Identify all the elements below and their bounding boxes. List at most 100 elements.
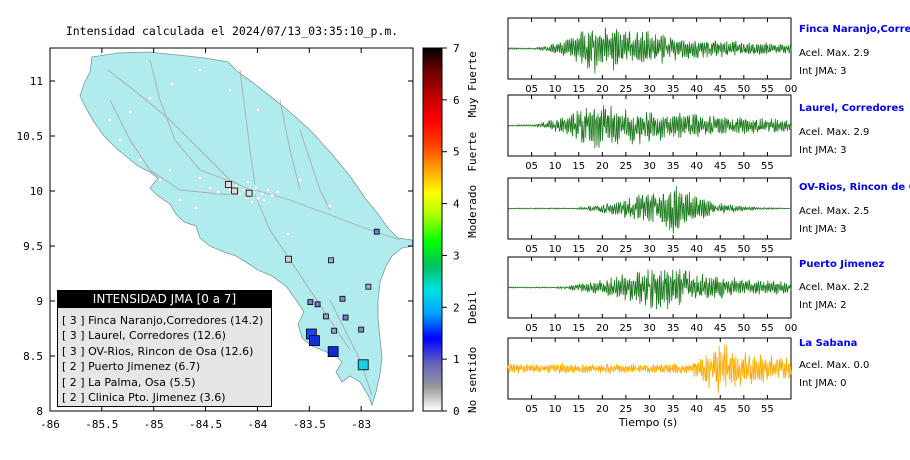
intensity-point — [231, 187, 239, 195]
intensity-point — [309, 335, 320, 347]
station-acel: Acel. Max. 2.9 — [799, 48, 870, 59]
waveform-tick-label: 40 — [690, 323, 703, 334]
map-x-tick-label: -85.5 — [85, 418, 118, 431]
map-x-tick-label: -86 — [40, 418, 60, 431]
station-acel: Acel. Max. 0.0 — [799, 360, 870, 371]
waveform-tick-label: 10 — [549, 323, 562, 334]
city-marker — [242, 188, 246, 192]
waveform-tick-label: 45 — [714, 323, 727, 334]
colorbar-tick-label: 2 — [453, 301, 460, 314]
city-marker — [108, 118, 112, 122]
waveform-tick-label: 20 — [596, 323, 609, 334]
city-marker — [286, 232, 290, 236]
intensity-point — [314, 301, 321, 308]
city-marker — [256, 108, 260, 112]
waveform-tick-label: 45 — [714, 84, 727, 95]
colorbar-tick-label: 6 — [453, 94, 460, 107]
waveform-tick-label: 35 — [667, 161, 680, 172]
waveform-tick-label: 10 — [549, 404, 562, 415]
waveform-panel: 05 10 15 20 25 30 35 40 45 50 55 00 — [507, 17, 798, 95]
colorbar-tick-label: 0 — [453, 405, 460, 418]
city-marker — [260, 192, 264, 196]
map-x-axis: -86 -85.5 -85 -84.5 -84 -83.5 -83 — [40, 48, 371, 431]
waveform-tick-label: 25 — [620, 84, 633, 95]
waveform-tick-label: 35 — [667, 404, 680, 415]
road-1 — [107, 69, 251, 191]
city-marker — [238, 192, 242, 196]
waveform-tick-label: 50 — [737, 244, 750, 255]
waveform-tick-label: 15 — [572, 323, 585, 334]
map-y-tick-label: 9.5 — [23, 240, 43, 253]
map-x-tick-label: -83 — [351, 418, 371, 431]
colorbar-category-label: Moderado — [466, 185, 479, 238]
map-roads — [107, 59, 401, 396]
city-marker — [228, 188, 232, 192]
waveform-tick-label: 50 — [737, 404, 750, 415]
station-name: OV-Rios, Rincon de Osa — [799, 182, 910, 193]
waveform-tick-label: 40 — [690, 84, 703, 95]
map-y-tick-label: 8 — [36, 405, 43, 418]
waveform-tick-label: 05 — [525, 161, 538, 172]
road-2 — [149, 59, 241, 186]
waveform-tick-label: 10 — [549, 244, 562, 255]
intensity-point — [285, 255, 292, 263]
city-marker — [198, 68, 202, 72]
legend-list: [ 3 ] Finca Naranjo,Corredores (14.2) [ … — [62, 313, 263, 405]
waveform-tick-label: 55 — [761, 84, 774, 95]
colorbar-ticks: 0 1 2 3 4 5 6 7 — [442, 42, 460, 418]
waveform-tick-label: 15 — [572, 161, 585, 172]
legend-item: [ 3 ] Finca Naranjo,Corredores (14.2) — [62, 314, 264, 327]
waveform-tick-label: 05 — [525, 244, 538, 255]
city-marker — [138, 158, 142, 162]
colorbar-category-label: Fuerte — [466, 132, 479, 172]
waveform-tick-label: 05 — [525, 323, 538, 334]
road-6 — [109, 99, 231, 196]
city-marker — [194, 206, 198, 210]
map-legend — [57, 290, 272, 407]
waveform-tick-label: 15 — [572, 244, 585, 255]
waveform-tick-label: 55 — [761, 244, 774, 255]
waveform-tick-label: 25 — [620, 404, 633, 415]
city-marker — [148, 96, 152, 100]
waveform-tick-label: 05 — [525, 404, 538, 415]
waveform-tick-label: 50 — [737, 161, 750, 172]
city-marker — [250, 200, 254, 204]
intensity-point — [365, 283, 372, 290]
waveform-tick-label: 55 — [761, 161, 774, 172]
waveform-trace — [508, 185, 792, 234]
city-marker — [216, 190, 220, 194]
waveform-tick-label: 00 — [785, 84, 798, 95]
city-marker — [328, 204, 332, 208]
waveform-tick-label: 10 — [549, 161, 562, 172]
waveform-tick-label: 45 — [714, 161, 727, 172]
legend-title: INTENSIDAD JMA [0 a 7] — [57, 290, 272, 308]
map-frame — [49, 47, 414, 412]
waveform-tick-label: 05 — [525, 84, 538, 95]
legend-item: [ 3 ] Laurel, Corredores (12.6) — [62, 329, 226, 343]
waveform-tick-label: 35 — [667, 84, 680, 95]
colorbar-category-label: No sentido — [466, 347, 479, 413]
legend-item: [ 3 ] OV-Rios, Rincon de Osa (12.6) — [62, 344, 254, 358]
station-int: Int JMA: 3 — [799, 224, 847, 235]
city-marker — [262, 198, 266, 202]
colorbar-tick-label: 3 — [453, 249, 460, 262]
waveform-tick-label: 25 — [620, 323, 633, 334]
city-marker — [178, 198, 182, 202]
waveform-panel: 05 10 15 20 25 30 35 40 45 50 55 — [507, 94, 792, 172]
waveform-tick-label: 25 — [620, 161, 633, 172]
station-acel: Acel. Max. 2.9 — [799, 127, 870, 138]
intensity-point — [322, 313, 329, 320]
intensity-point — [357, 359, 369, 371]
waveform-tick-label: 30 — [643, 404, 656, 415]
intensity-point — [328, 257, 334, 264]
waveform-tick-label: 20 — [596, 161, 609, 172]
road-5 — [254, 194, 351, 351]
waveform-trace — [507, 27, 792, 74]
intensity-point — [327, 346, 339, 358]
waveform-tick-label: 40 — [690, 161, 703, 172]
city-marker — [170, 82, 174, 86]
waveform-trace — [507, 105, 792, 149]
city-marker — [276, 190, 280, 194]
colorbar-tick-label: 7 — [453, 42, 460, 55]
time-axis-label: Tiempo (s) — [618, 416, 677, 429]
